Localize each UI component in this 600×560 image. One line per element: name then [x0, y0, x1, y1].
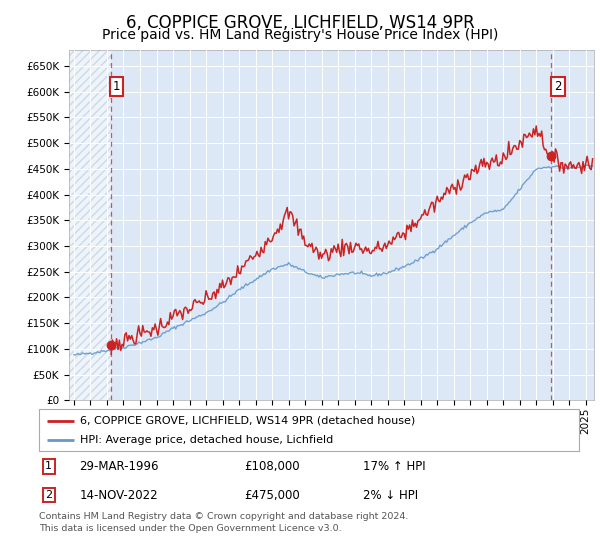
Text: £108,000: £108,000	[244, 460, 300, 473]
FancyBboxPatch shape	[39, 409, 579, 451]
Text: HPI: Average price, detached house, Lichfield: HPI: Average price, detached house, Lich…	[79, 435, 333, 445]
Text: 1: 1	[113, 80, 120, 93]
Text: 2: 2	[554, 80, 562, 93]
Text: 2: 2	[45, 490, 52, 500]
Text: 6, COPPICE GROVE, LICHFIELD, WS14 9PR (detached house): 6, COPPICE GROVE, LICHFIELD, WS14 9PR (d…	[79, 416, 415, 426]
Text: £475,000: £475,000	[244, 488, 300, 502]
Text: 29-MAR-1996: 29-MAR-1996	[79, 460, 159, 473]
Text: Price paid vs. HM Land Registry's House Price Index (HPI): Price paid vs. HM Land Registry's House …	[102, 28, 498, 42]
Text: Contains HM Land Registry data © Crown copyright and database right 2024.
This d: Contains HM Land Registry data © Crown c…	[39, 512, 409, 533]
Text: 14-NOV-2022: 14-NOV-2022	[79, 488, 158, 502]
Text: 2% ↓ HPI: 2% ↓ HPI	[363, 488, 418, 502]
Bar	[69, 50, 111, 400]
Text: 1: 1	[45, 461, 52, 472]
Text: 17% ↑ HPI: 17% ↑ HPI	[363, 460, 425, 473]
Text: 6, COPPICE GROVE, LICHFIELD, WS14 9PR: 6, COPPICE GROVE, LICHFIELD, WS14 9PR	[125, 14, 475, 32]
